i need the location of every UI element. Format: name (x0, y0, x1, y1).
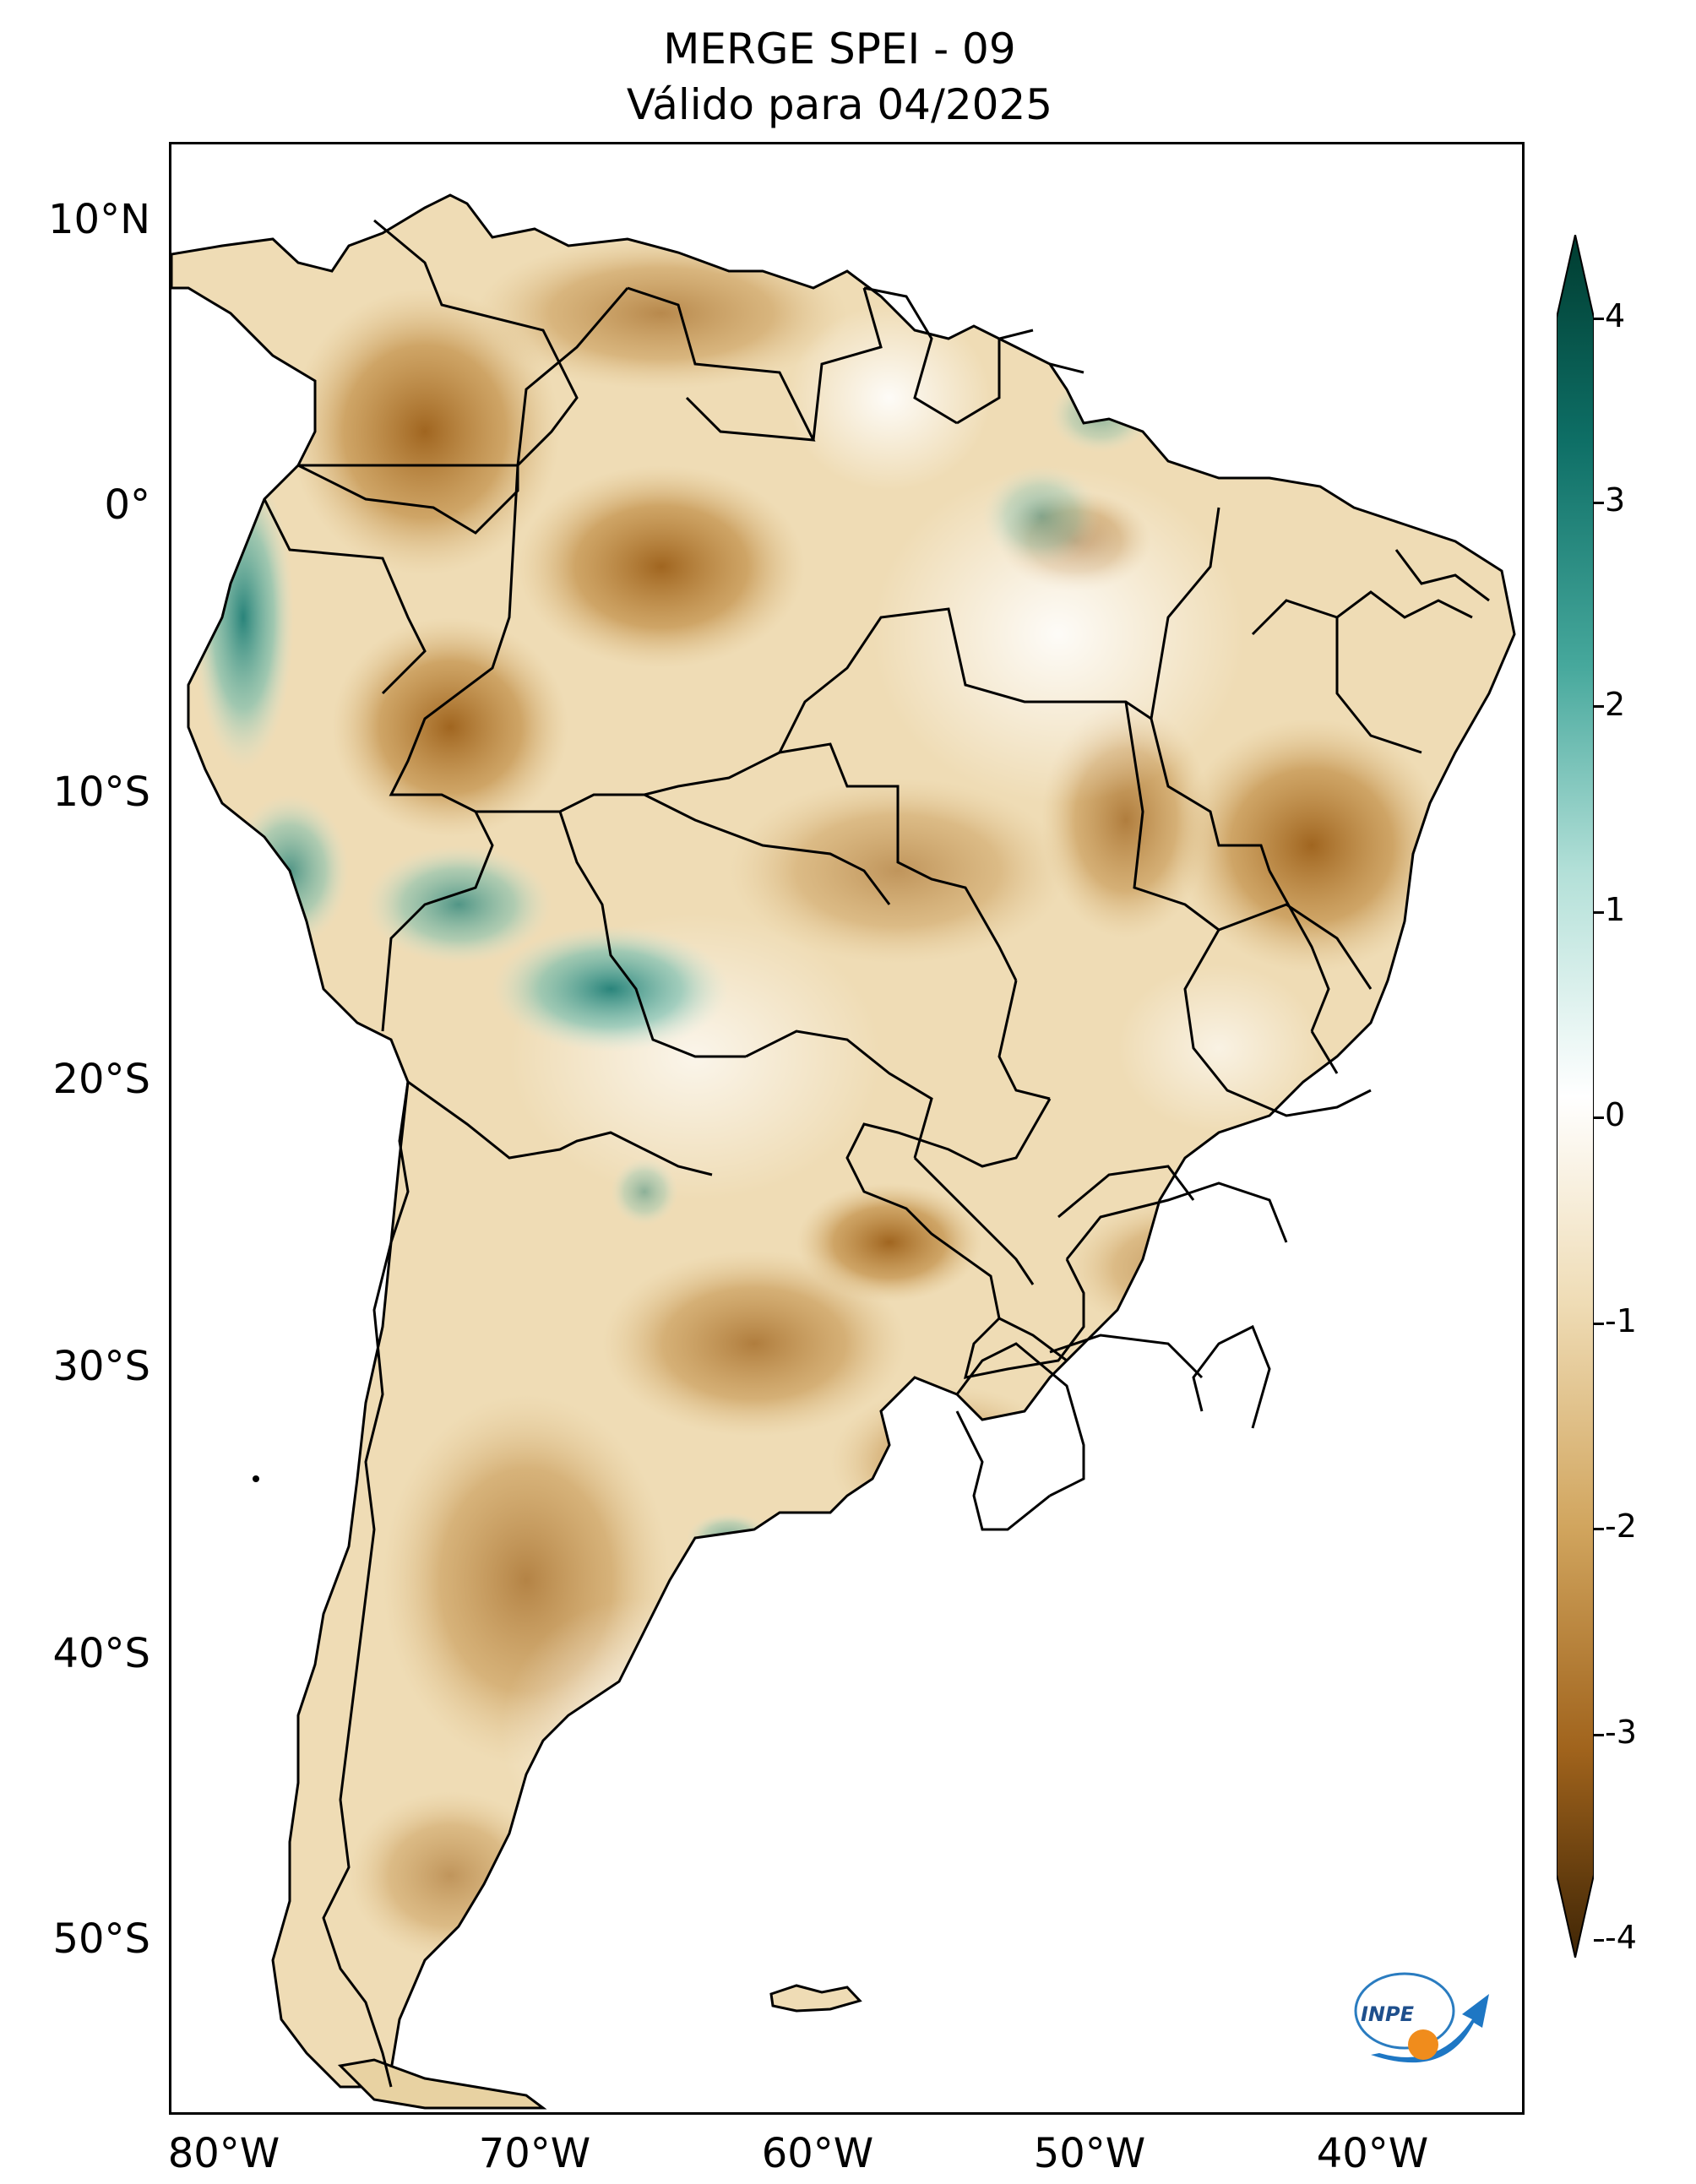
cb-tickmark-2 (1594, 705, 1604, 708)
cb-label-1: 1 (1605, 891, 1626, 928)
lon-label-80w: 80°W (167, 2130, 280, 2177)
south-america-map: INPE (171, 193, 1516, 2110)
cb-tickmark-m4 (1594, 1939, 1604, 1942)
cb-label-3: 3 (1605, 481, 1626, 519)
cb-tickmark-m2 (1594, 1528, 1604, 1530)
cb-label-m2: -2 (1605, 1508, 1637, 1545)
cb-tickmark-3 (1594, 502, 1604, 504)
cb-tickmark-1 (1594, 911, 1604, 914)
lat-label-30s: 30°S (52, 1343, 150, 1390)
lon-label-70w: 70°W (478, 2130, 591, 2177)
tierra-del-fuego (337, 2058, 547, 2110)
cb-label-m3: -3 (1605, 1714, 1637, 1751)
lat-label-40s: 40°S (52, 1630, 150, 1677)
juan-fernandez-island (253, 1475, 259, 1482)
spei-field (171, 195, 1514, 2087)
map-area: INPE (169, 142, 1525, 2115)
cb-tickmark-m1 (1594, 1323, 1604, 1325)
map-subtitle: Válido para 04/2025 (626, 80, 1053, 129)
cb-label-4: 4 (1605, 297, 1626, 334)
lat-label-0: 0° (104, 481, 150, 529)
cb-label-m4: -4 (1605, 1919, 1637, 1956)
map-title: MERGE SPEI - 09 (663, 24, 1016, 73)
logo-text: INPE (1361, 2002, 1415, 2026)
country-borders (263, 219, 1490, 2088)
lon-label-50w: 50°W (1033, 2130, 1146, 2177)
colorbar (1557, 235, 1594, 1958)
lat-label-20s: 20°S (52, 1056, 150, 1103)
lon-label-40w: 40°W (1316, 2130, 1429, 2177)
inpe-logo: INPE (1354, 1972, 1489, 2063)
cb-tickmark-m3 (1594, 1734, 1604, 1736)
lat-label-10n: 10°N (48, 196, 150, 243)
cb-label-m1: -1 (1605, 1302, 1637, 1339)
falklands (769, 1984, 862, 2013)
cb-tickmark-0 (1594, 1116, 1604, 1119)
lat-label-10s: 10°S (52, 769, 150, 816)
lat-label-50s: 50°S (52, 1915, 150, 1963)
cb-label-2: 2 (1605, 686, 1626, 723)
cb-tickmark-4 (1594, 318, 1604, 320)
lon-label-60w: 60°W (761, 2130, 874, 2177)
cb-label-0: 0 (1605, 1096, 1626, 1133)
